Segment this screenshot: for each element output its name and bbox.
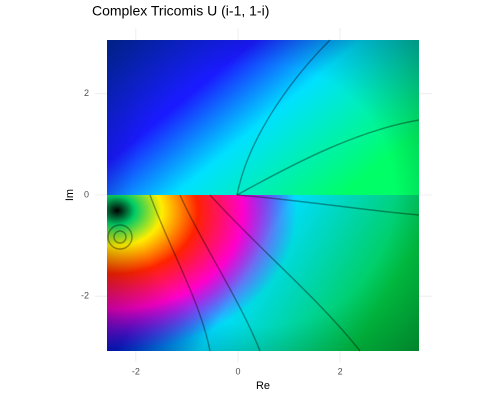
y-axis-title: Im — [64, 189, 76, 201]
x-tick-label: -2 — [132, 366, 140, 376]
x-axis-title: Re — [256, 380, 270, 392]
y-tick-label: -2 — [81, 291, 89, 301]
domain-image — [107, 39, 420, 352]
x-tick-label: 0 — [235, 366, 240, 376]
y-tick-label: 2 — [84, 88, 89, 98]
x-tick-label: 2 — [338, 366, 343, 376]
y-tick-label: 0 — [84, 189, 89, 199]
chart-title: Complex Tricomis U (i-1, 1-i) — [92, 3, 269, 19]
